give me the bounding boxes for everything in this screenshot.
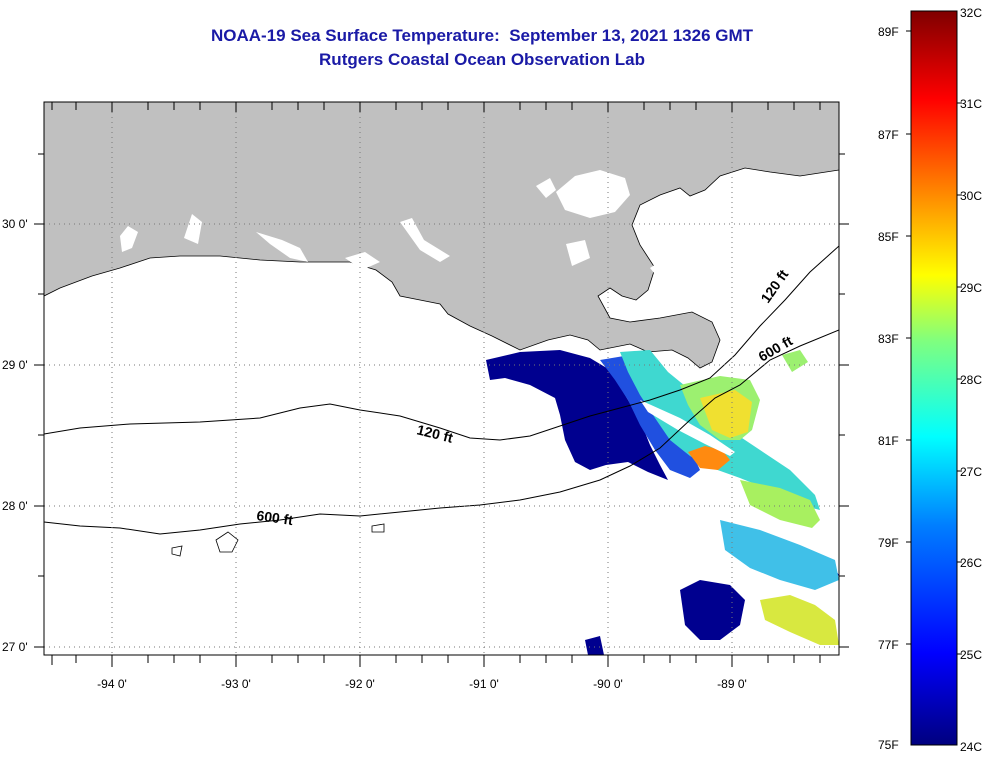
frame-ticks bbox=[34, 102, 849, 667]
colorbar-label-c: 29C bbox=[960, 281, 982, 295]
colorbar-label-c: 30C bbox=[960, 189, 982, 203]
colorbar-label-f: 85F bbox=[878, 230, 899, 244]
colorbar-label-f: 79F bbox=[878, 536, 899, 550]
inland-water-6 bbox=[345, 252, 380, 270]
chart-title: NOAA-19 Sea Surface Temperature: Septemb… bbox=[210, 26, 754, 45]
small-feature bbox=[171, 545, 183, 557]
lake-maurepas bbox=[536, 178, 556, 198]
contour-600ft bbox=[44, 329, 839, 535]
lon-label: -92 0' bbox=[345, 677, 375, 691]
lat-label: 28 0' bbox=[2, 499, 28, 513]
lake-borgne bbox=[650, 200, 708, 235]
sst-cold-south-2 bbox=[585, 636, 604, 655]
small-feature bbox=[371, 523, 385, 533]
map-frame bbox=[43, 101, 840, 656]
inland-water-4 bbox=[400, 218, 450, 262]
colorbar bbox=[910, 10, 958, 746]
colorbar-label-c: 25C bbox=[960, 648, 982, 662]
sst-green-east bbox=[740, 480, 820, 528]
colorbar-label-f: 89F bbox=[878, 25, 899, 39]
sst-blue-band bbox=[600, 355, 700, 478]
lon-label: -89 0' bbox=[717, 677, 747, 691]
lat-label: 30 0' bbox=[2, 217, 28, 231]
lake-pontchartrain bbox=[556, 170, 630, 218]
lat-label: 27 0' bbox=[2, 640, 28, 654]
colorbar-label-c: 32C bbox=[960, 6, 982, 20]
sst-yellow-band bbox=[700, 390, 752, 438]
sst-green-northeast bbox=[782, 350, 808, 372]
contour-label-600-west: 600 ft bbox=[256, 507, 295, 528]
graticule bbox=[44, 102, 839, 655]
inland-water-5 bbox=[566, 240, 590, 266]
chart-subtitle: Rutgers Coastal Ocean Observation Lab bbox=[319, 50, 645, 69]
colorbar-label-f: 77F bbox=[878, 638, 899, 652]
colorbar-label-c: 24C bbox=[960, 740, 982, 754]
colorbar-label-f: 83F bbox=[878, 332, 899, 346]
colorbar-label-c: 27C bbox=[960, 465, 982, 479]
sst-warm-spot bbox=[688, 446, 730, 470]
small-feature bbox=[215, 531, 239, 553]
inland-water-3 bbox=[256, 232, 308, 262]
colorbar-label-c: 26C bbox=[960, 556, 982, 570]
colorbar-label-f: 75F bbox=[878, 738, 899, 752]
sst-cold-region bbox=[486, 350, 668, 480]
colorbar-label-c: 31C bbox=[960, 97, 982, 111]
inland-water-2 bbox=[184, 214, 202, 244]
lon-label: -90 0' bbox=[593, 677, 623, 691]
lon-label: -91 0' bbox=[469, 677, 499, 691]
land-louisiana bbox=[44, 102, 839, 369]
lon-label: -93 0' bbox=[221, 677, 251, 691]
colorbar-label-f: 81F bbox=[878, 434, 899, 448]
cloud-streak bbox=[640, 400, 735, 456]
inland-water-8 bbox=[720, 178, 839, 292]
sst-cyan-southeast bbox=[720, 520, 839, 590]
colorbar-label-c: 28C bbox=[960, 373, 982, 387]
lat-label: 29 0' bbox=[2, 358, 28, 372]
sst-yellow-southeast bbox=[760, 595, 839, 645]
sst-cold-south bbox=[680, 580, 745, 640]
colorbar-label-f: 87F bbox=[878, 128, 899, 142]
contour-120ft bbox=[44, 245, 839, 441]
inland-water-1 bbox=[120, 226, 138, 252]
inland-water-7 bbox=[650, 255, 680, 290]
lon-label: -94 0' bbox=[97, 677, 127, 691]
colorbar-ticks bbox=[906, 30, 962, 655]
